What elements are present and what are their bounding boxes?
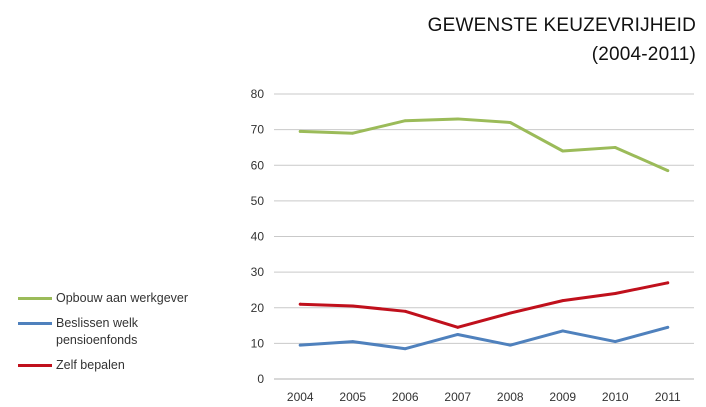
series-0-point-3 [456, 117, 460, 121]
legend-label-zelf-bepalen: Zelf bepalen [56, 357, 125, 372]
series-1-point-6 [613, 340, 617, 343]
legend-label-beslissen: Beslissen welk pensioenfonds [56, 315, 138, 347]
x-tick-label: 2010 [602, 390, 629, 404]
series-2-point-2 [403, 309, 407, 313]
x-tick-label: 2009 [549, 390, 576, 404]
series-0-point-1 [351, 131, 355, 135]
chart-title: GEWENSTE KEUZEVRIJHEID [427, 15, 696, 36]
x-tick-label: 2007 [444, 390, 471, 404]
series-0-point-4 [508, 121, 512, 124]
x-tick-label: 2011 [655, 390, 681, 404]
legend-swatch-beslissen [18, 321, 52, 325]
y-tick-label: 20 [251, 301, 265, 315]
series-line-2 [298, 281, 670, 329]
series-2-point-0 [298, 302, 302, 306]
series-0-point-6 [613, 146, 617, 149]
series-1-point-1 [351, 340, 355, 343]
series-2-point-6 [613, 292, 617, 295]
y-tick-label: 10 [251, 336, 265, 350]
series-1-point-0 [298, 343, 302, 347]
legend-item-zelf-bepalen: Zelf bepalen [18, 357, 208, 374]
y-tick-label: 0 [257, 372, 264, 386]
series-0-point-5 [561, 149, 565, 153]
legend-item-beslissen: Beslissen welk pensioenfonds [18, 315, 208, 349]
series-1-point-2 [403, 347, 407, 351]
series-1-point-7 [666, 325, 670, 329]
chart-subtitle: (2004-2011) [591, 43, 696, 65]
y-tick-label: 30 [251, 265, 265, 279]
series-lines [298, 117, 670, 351]
x-tick-label: 2004 [287, 390, 314, 404]
series-line-0 [298, 117, 670, 173]
y-tick-label: 80 [251, 87, 265, 101]
series-2-point-3 [456, 325, 460, 329]
legend: Opbouw aan werkgever Beslissen welk pens… [18, 290, 208, 382]
y-tick-label: 40 [251, 230, 265, 244]
x-tick-label: 2006 [392, 390, 419, 404]
y-tick-label: 60 [251, 158, 265, 172]
legend-item-opbouw: Opbouw aan werkgever [18, 290, 208, 307]
series-0-point-0 [298, 130, 302, 133]
y-tick-label: 50 [251, 194, 265, 208]
series-0-point-7 [666, 169, 670, 172]
series-line-1 [298, 325, 670, 351]
series-0-point-2 [403, 119, 407, 123]
series-1-point-3 [456, 333, 460, 336]
series-2-point-7 [666, 281, 670, 285]
x-tick-label: 2008 [497, 390, 524, 404]
legend-swatch-zelf-bepalen [18, 363, 52, 367]
legend-label-opbouw: Opbouw aan werkgever [56, 291, 189, 305]
chart-title-block: GEWENSTE KEUZEVRIJHEID (2004-2011) [428, 12, 696, 69]
series-2-point-1 [351, 304, 355, 308]
series-1-point-5 [561, 329, 565, 333]
series-1-point-4 [508, 343, 512, 347]
legend-swatch-opbouw [18, 297, 52, 300]
axes: 0 10 20 30 40 50 60 70 80 2004 2005 2006 2007 2008 200… [251, 87, 694, 404]
y-tick-label: 70 [251, 123, 265, 137]
series-2-point-4 [508, 311, 512, 315]
x-tick-label: 2005 [339, 390, 366, 404]
series-2-point-5 [561, 299, 565, 303]
